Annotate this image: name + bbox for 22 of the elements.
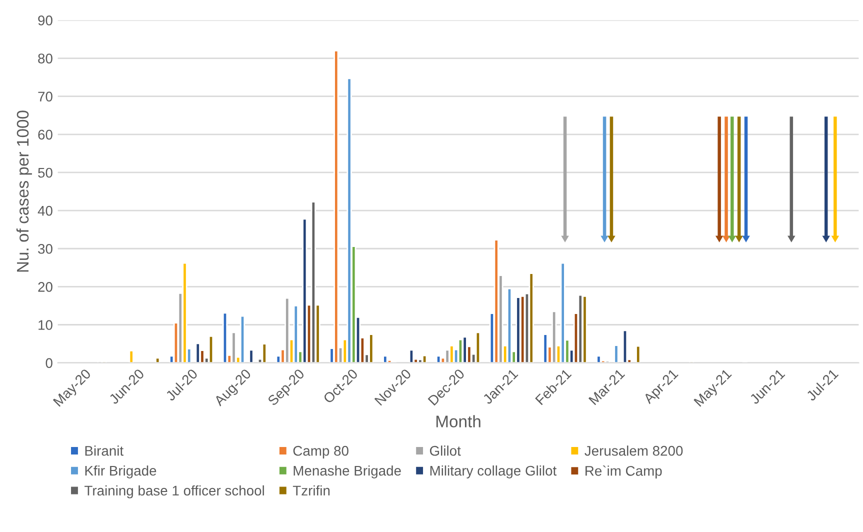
legend-label: Military collage Glilot	[430, 465, 557, 478]
legend-label: Glilot	[430, 446, 461, 456]
y-tick-label: 40	[38, 206, 52, 216]
y-tick-label: 30	[38, 244, 52, 254]
y-tick-label: 50	[38, 168, 52, 178]
y-axis-title: Nu. of cases per 1000	[16, 110, 32, 272]
y-tick-label: 0	[46, 358, 52, 368]
x-axis-title: Month	[436, 415, 480, 428]
y-tick-label: 20	[38, 282, 52, 292]
legend-label: Camp 80	[293, 446, 348, 459]
legend-label: Training base 1 officer school	[84, 485, 264, 498]
y-tick-label: 60	[38, 130, 52, 140]
y-tick-label: 80	[38, 54, 52, 64]
legend-label: Jerusalem 8200	[584, 446, 683, 456]
legend-label: Re`im Camp	[586, 465, 662, 479]
legend-label: Biranit	[85, 446, 124, 456]
legend-label: Menashe Brigade	[294, 465, 401, 478]
y-tick-label: 10	[38, 320, 52, 330]
legend-label: Tzrifin	[292, 485, 330, 496]
y-tick-label: 70	[38, 92, 52, 102]
y-tick-label: 90	[38, 16, 52, 26]
legend-label: Kfir Brigade	[85, 465, 156, 478]
